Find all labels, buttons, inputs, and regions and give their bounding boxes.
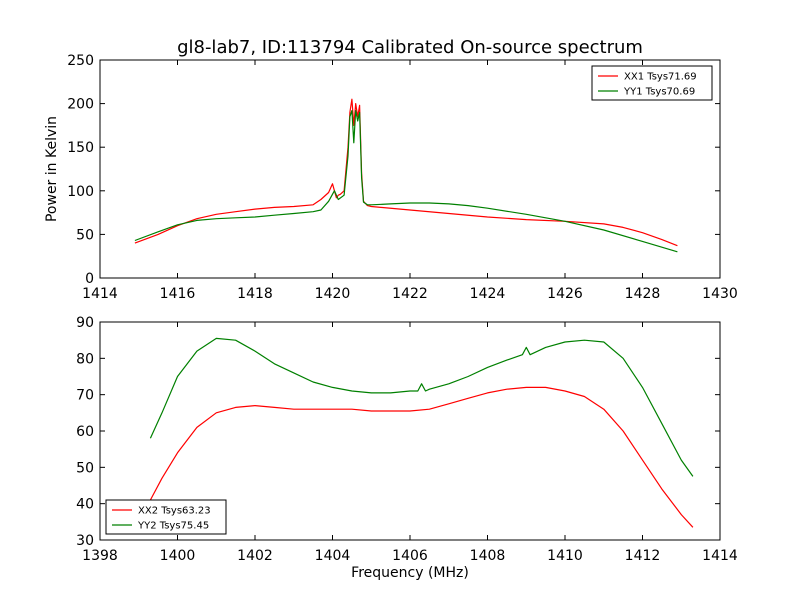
legend-label: XX1 Tsys71.69 — [624, 72, 697, 83]
x-tick-label: 1412 — [625, 548, 661, 564]
x-tick-label: 1408 — [470, 548, 506, 564]
x-tick-label: 1424 — [470, 286, 506, 302]
series-line-2-1 — [149, 386, 694, 528]
y-axis-label: Power in Kelvin — [44, 116, 60, 222]
series-line-1-2 — [134, 109, 678, 253]
y-tick-label: 30 — [76, 533, 94, 549]
x-tick-label: 1402 — [237, 548, 273, 564]
y-tick-label: 70 — [76, 388, 94, 404]
x-tick-label: 1418 — [237, 286, 273, 302]
legend-label: XX2 Tsys63.23 — [138, 506, 211, 517]
x-tick-label: 1398 — [82, 548, 118, 564]
y-tick-label: 50 — [76, 227, 94, 243]
y-tick-label: 250 — [67, 53, 94, 69]
legend-label: YY1 Tsys70.69 — [623, 87, 695, 98]
x-tick-label: 1414 — [702, 548, 738, 564]
legend-label: YY2 Tsys75.45 — [137, 521, 209, 532]
legend: XX2 Tsys63.23 YY2 Tsys75.45 — [105, 499, 227, 535]
x-tick-label: 1430 — [702, 286, 738, 302]
x-tick-label: 1404 — [315, 548, 351, 564]
series-line-2-2 — [149, 337, 694, 477]
x-tick-label: 1414 — [82, 286, 118, 302]
legend: XX1 Tsys71.69 YY1 Tsys70.69 — [591, 65, 713, 101]
legend-box — [105, 499, 227, 535]
x-tick-label: 1416 — [160, 286, 196, 302]
y-tick-label: 150 — [67, 140, 94, 156]
x-tick-label: 1400 — [160, 548, 196, 564]
y-tick-label: 200 — [67, 97, 94, 113]
series-line-1-1 — [134, 98, 678, 247]
chart-title: gl8-lab7, ID:113794 Calibrated On-source… — [177, 37, 643, 58]
panel-1: 1414 1416 1418 1420 1422 1424 1426 1428 1430 0 50 1… — [67, 53, 738, 302]
y-tick-label: 0 — [85, 271, 94, 287]
panel-2: 1398 1400 1402 1404 1406 1408 1410 1412 1414 30 40… — [76, 315, 738, 564]
y-tick-label: 60 — [76, 424, 94, 440]
y-tick-label: 90 — [76, 315, 94, 331]
x-tick-label: 1406 — [392, 548, 428, 564]
x-axis-label: Frequency (MHz) — [351, 565, 469, 581]
y-tick-label: 40 — [76, 497, 94, 513]
x-tick-label: 1428 — [625, 286, 661, 302]
x-tick-label: 1422 — [392, 286, 428, 302]
y-tick-label: 100 — [67, 184, 94, 200]
y-tick-label: 80 — [76, 351, 94, 367]
legend-box — [591, 65, 713, 101]
x-tick-label: 1426 — [547, 286, 583, 302]
y-tick-label: 50 — [76, 460, 94, 476]
x-tick-label: 1420 — [315, 286, 351, 302]
x-tick-label: 1410 — [547, 548, 583, 564]
